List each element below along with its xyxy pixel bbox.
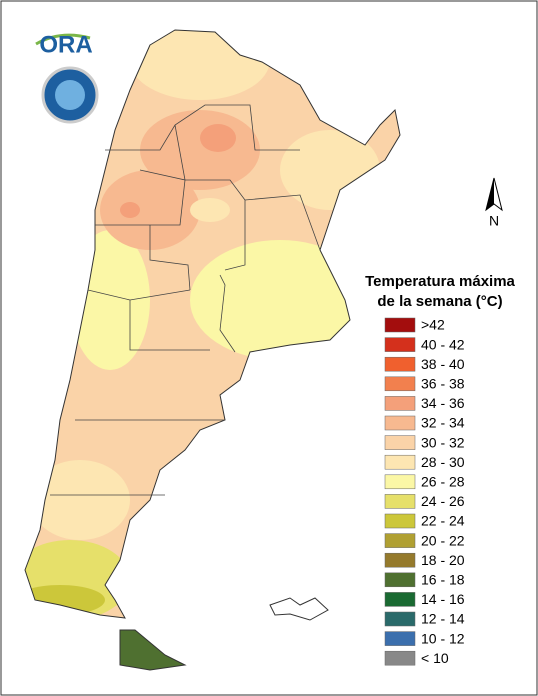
legend-swatch [384,494,416,509]
legend-label: >42 [421,317,445,333]
legend-label: 16 - 18 [421,572,465,588]
legend-label: 24 - 26 [421,493,465,509]
legend-swatch [384,376,416,392]
legend-swatch [384,552,416,568]
legend-title: Temperatura máxima [365,273,515,290]
legend-label: 38 - 40 [421,356,465,372]
logo-text: ORA [39,31,92,58]
north-arrow: N [485,177,503,229]
legend-swatch [384,415,416,431]
legend-swatch [384,513,416,529]
legend-label: 28 - 30 [421,454,465,470]
legend-swatch [384,435,416,450]
legend-swatch [384,592,416,607]
legend-label: 32 - 34 [421,415,465,431]
legend-swatch [384,611,416,627]
legend-title: de la semana (°C) [377,293,502,310]
legend-label: 18 - 20 [421,552,465,568]
legend-swatch [384,572,416,588]
legend-label: 34 - 36 [421,395,465,411]
legend-swatch [384,337,416,352]
legend-label: 14 - 16 [421,591,465,607]
legend-swatch [384,650,416,666]
legend: Temperatura máxima de la semana (°C) >42 40… [365,273,515,666]
logo: ORA [35,31,99,124]
legend-label: 26 - 28 [421,474,465,490]
legend-label: 30 - 32 [421,434,465,450]
legend-swatch [384,396,416,411]
legend-label: 12 - 14 [421,611,465,627]
legend-label: 20 - 22 [421,532,465,548]
legend-swatch [384,631,416,646]
legend-swatch [384,454,416,470]
legend-label: 36 - 38 [421,376,465,392]
legend-label: 22 - 24 [421,513,465,529]
legend-swatch [384,356,416,372]
legend-label: 10 - 12 [421,630,465,646]
legend-swatch [384,474,416,490]
legend-swatch [384,317,416,333]
legend-label: < 10 [421,650,449,666]
legend-label: 40 - 42 [421,336,465,352]
legend-swatch [384,533,416,548]
north-label: N [489,213,499,229]
